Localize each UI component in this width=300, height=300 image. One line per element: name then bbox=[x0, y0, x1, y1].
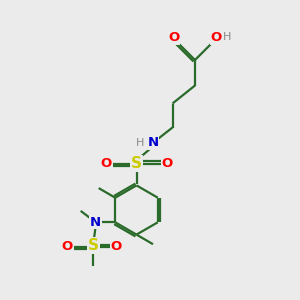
Text: O: O bbox=[161, 157, 173, 170]
Text: H: H bbox=[223, 32, 231, 43]
Text: O: O bbox=[61, 240, 73, 254]
Text: S: S bbox=[131, 156, 142, 171]
Text: N: N bbox=[90, 216, 101, 229]
Text: O: O bbox=[100, 157, 112, 170]
Text: O: O bbox=[168, 31, 180, 44]
Text: H: H bbox=[136, 137, 144, 148]
Text: N: N bbox=[147, 136, 159, 149]
Text: O: O bbox=[111, 240, 122, 254]
Text: S: S bbox=[88, 238, 99, 253]
Text: O: O bbox=[210, 31, 222, 44]
